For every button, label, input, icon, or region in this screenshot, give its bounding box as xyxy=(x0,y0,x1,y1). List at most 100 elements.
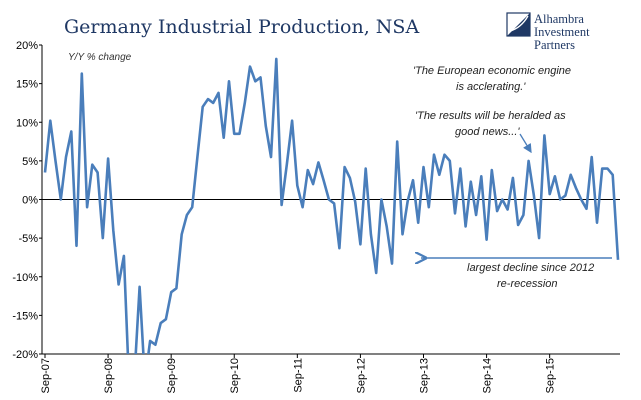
logo: Alhambra Investment Partners xyxy=(506,12,590,52)
data-point xyxy=(307,169,309,171)
y-tick-label: 5% xyxy=(22,156,38,168)
annotation-decline-line-2: re-recession xyxy=(497,278,558,290)
data-point xyxy=(486,239,488,241)
data-point xyxy=(365,168,367,170)
data-point xyxy=(396,141,398,143)
data-point xyxy=(107,158,109,160)
data-point xyxy=(281,204,283,206)
data-point xyxy=(438,174,440,176)
series-line xyxy=(43,57,620,354)
data-point xyxy=(333,202,335,204)
data-point xyxy=(617,259,619,261)
data-point xyxy=(454,212,456,214)
data-point xyxy=(60,199,62,201)
data-point xyxy=(522,214,524,216)
data-point xyxy=(202,106,204,108)
data-point xyxy=(491,169,493,171)
data-point xyxy=(433,154,435,156)
data-point xyxy=(128,353,130,355)
data-point xyxy=(175,287,177,289)
data-point xyxy=(239,133,241,135)
data-point xyxy=(70,131,72,133)
data-point xyxy=(112,229,114,231)
data-point xyxy=(575,187,577,189)
data-point xyxy=(533,195,535,197)
data-point xyxy=(212,102,214,104)
data-point xyxy=(65,156,67,158)
data-point xyxy=(154,344,156,346)
data-point xyxy=(97,171,99,173)
annotation-good-news-line-2: good news...' xyxy=(455,126,520,138)
data-point xyxy=(181,233,183,235)
data-point xyxy=(401,233,403,235)
series-points xyxy=(44,58,619,355)
chart-title: Germany Industrial Production, NSA xyxy=(64,16,419,38)
data-point xyxy=(412,179,414,181)
data-point xyxy=(133,353,135,355)
annotation-engine: 'The European economic engine is acclera… xyxy=(413,65,571,93)
data-point xyxy=(459,168,461,170)
x-tick-label: Sep-11 xyxy=(292,358,304,393)
y-tick-label: -10% xyxy=(12,272,38,284)
data-point xyxy=(296,185,298,187)
data-point xyxy=(223,137,225,139)
data-point xyxy=(501,199,503,201)
data-point xyxy=(338,247,340,249)
y-axis-label: Y/Y % change xyxy=(68,52,132,63)
data-point xyxy=(217,92,219,94)
x-tick-label: Sep-14 xyxy=(482,358,494,393)
data-point xyxy=(323,179,325,181)
data-point xyxy=(291,120,293,122)
data-point xyxy=(286,164,288,166)
data-point xyxy=(207,98,209,100)
data-point xyxy=(517,224,519,226)
data-point xyxy=(507,209,509,211)
data-point xyxy=(465,226,467,228)
logo-line-1: Alhambra xyxy=(534,12,584,26)
y-tick-label: 10% xyxy=(16,117,38,129)
data-point xyxy=(270,156,272,158)
x-tick-label: Sep-08 xyxy=(103,358,115,393)
data-point xyxy=(233,133,235,135)
y-ticks: 20% 15% 10% 5% 0% -5% -10% -15% -20% xyxy=(12,40,42,361)
data-point xyxy=(249,66,251,68)
data-point xyxy=(91,164,93,166)
data-point xyxy=(302,206,304,208)
annotation-decline-line-1: largest decline since 2012 xyxy=(467,262,594,274)
x-tick-label: Sep-15 xyxy=(545,358,557,393)
data-point xyxy=(359,243,361,245)
logo-line-2: Investment xyxy=(534,25,590,39)
data-point xyxy=(170,291,172,293)
y-tick-label: 20% xyxy=(16,40,38,52)
data-point xyxy=(328,199,330,201)
data-point xyxy=(386,226,388,228)
data-point xyxy=(165,318,167,320)
data-point xyxy=(475,214,477,216)
data-point xyxy=(559,199,561,201)
data-point xyxy=(55,160,57,162)
data-point xyxy=(317,161,319,163)
data-point xyxy=(470,181,472,183)
data-point xyxy=(391,263,393,265)
data-point xyxy=(480,175,482,177)
data-point xyxy=(86,206,88,208)
x-tick-label: Sep-12 xyxy=(355,358,367,393)
data-point xyxy=(118,283,120,285)
annotation-good-news: 'The results will be heralded as good ne… xyxy=(415,110,566,154)
data-point xyxy=(275,58,277,60)
annotation-engine-line-2: is acclerating.' xyxy=(456,81,526,93)
data-point xyxy=(160,322,162,324)
logo-line-3: Partners xyxy=(534,38,575,52)
data-point xyxy=(407,200,409,202)
data-point xyxy=(543,134,545,136)
data-point xyxy=(312,183,314,185)
data-point xyxy=(596,222,598,224)
annotation-good-news-arrow xyxy=(519,133,532,154)
y-tick-label: 0% xyxy=(22,195,38,207)
data-point xyxy=(549,193,551,195)
data-point xyxy=(354,201,356,203)
data-point xyxy=(49,120,51,122)
data-point xyxy=(612,174,614,176)
data-point xyxy=(144,353,146,355)
data-point xyxy=(375,272,377,274)
